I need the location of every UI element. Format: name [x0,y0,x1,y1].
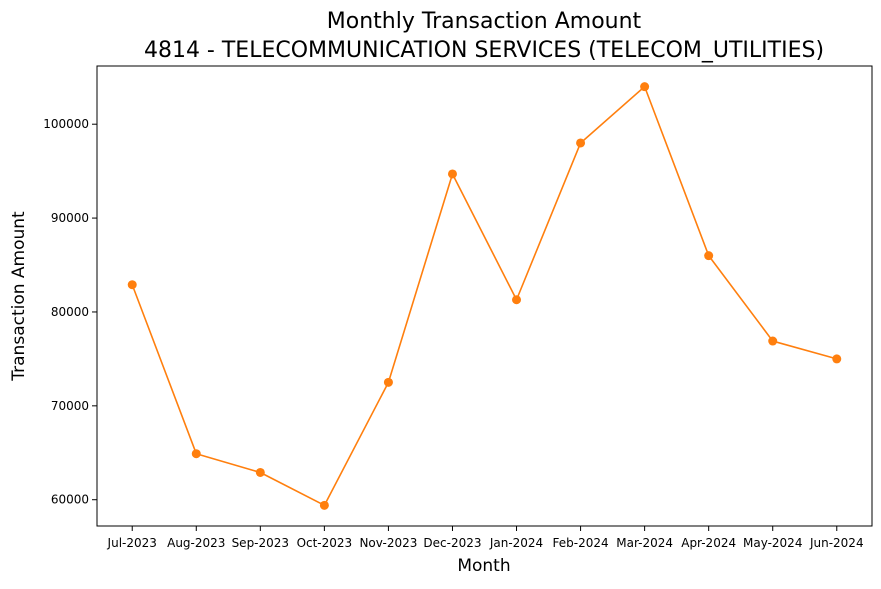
x-tick-label: Feb-2024 [553,536,609,550]
x-tick-label: Mar-2024 [616,536,673,550]
y-tick-label: 80000 [51,305,89,319]
data-point [191,449,201,459]
x-tick-label: Apr-2024 [681,536,736,550]
y-tick-label: 100000 [43,117,89,131]
x-axis-label: Month [457,556,510,576]
y-tick-label: 60000 [51,493,89,507]
x-tick-label: Jun-2024 [809,536,864,550]
data-point [640,82,650,92]
data-point [255,467,265,477]
y-axis-label: Transaction Amount [9,211,29,382]
data-point [832,354,842,364]
x-tick-label: Jul-2023 [107,536,157,550]
y-tick-label: 70000 [51,399,89,413]
chart-title: Monthly Transaction Amount [327,9,642,34]
data-point [768,336,778,346]
data-point [576,138,586,148]
x-tick-label: May-2024 [743,536,802,550]
data-point [383,377,393,387]
x-tick-label: Dec-2023 [423,536,481,550]
x-tick-label: Aug-2023 [167,536,225,550]
data-point [319,500,329,510]
y-tick-label: 90000 [51,211,89,225]
series-line [131,85,837,507]
plot-area: 60000 70000 80000 90000 100000 Jul-2023 Aug-20… [43,65,873,550]
x-tick-label: Sep-2023 [232,536,290,550]
x-tick-label: Oct-2023 [297,536,353,550]
plot-frame [96,65,873,527]
data-point [704,251,714,261]
data-point [127,280,137,290]
chart-subtitle: 4814 - TELECOMMUNICATION SERVICES (TELEC… [144,38,824,63]
data-point [512,295,522,305]
x-tick-label: Nov-2023 [359,536,417,550]
data-point [447,169,457,179]
x-tick-label: Jan-2024 [489,536,543,550]
